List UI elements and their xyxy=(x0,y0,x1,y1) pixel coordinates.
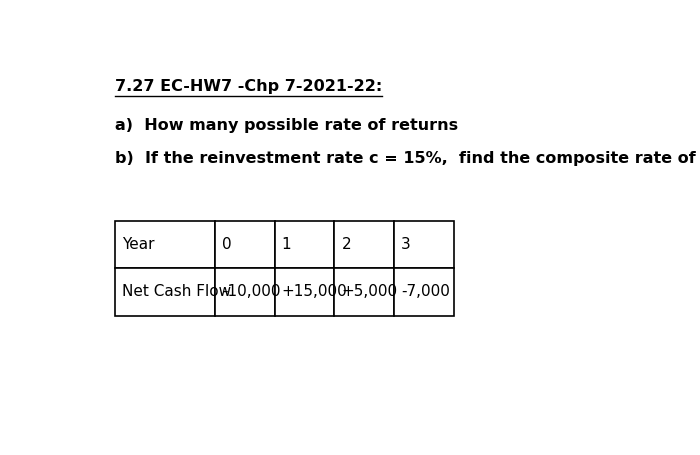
Text: 2: 2 xyxy=(342,237,351,252)
Text: a)  How many possible rate of returns: a) How many possible rate of returns xyxy=(115,118,458,133)
Text: +15,000: +15,000 xyxy=(281,284,347,299)
Text: b)  If the reinvestment rate c = 15%,  find the composite rate of return.: b) If the reinvestment rate c = 15%, fin… xyxy=(115,151,700,166)
Text: 0: 0 xyxy=(222,237,232,252)
Text: +5,000: +5,000 xyxy=(342,284,398,299)
Text: 7.27 EC-HW7 -Chp 7-2021-22:: 7.27 EC-HW7 -Chp 7-2021-22: xyxy=(115,79,382,94)
Text: -10,000: -10,000 xyxy=(222,284,281,299)
Text: -7,000: -7,000 xyxy=(401,284,450,299)
Text: 1: 1 xyxy=(281,237,291,252)
Text: 3: 3 xyxy=(401,237,411,252)
Text: Net Cash Flow: Net Cash Flow xyxy=(122,284,231,299)
Text: Year: Year xyxy=(122,237,154,252)
